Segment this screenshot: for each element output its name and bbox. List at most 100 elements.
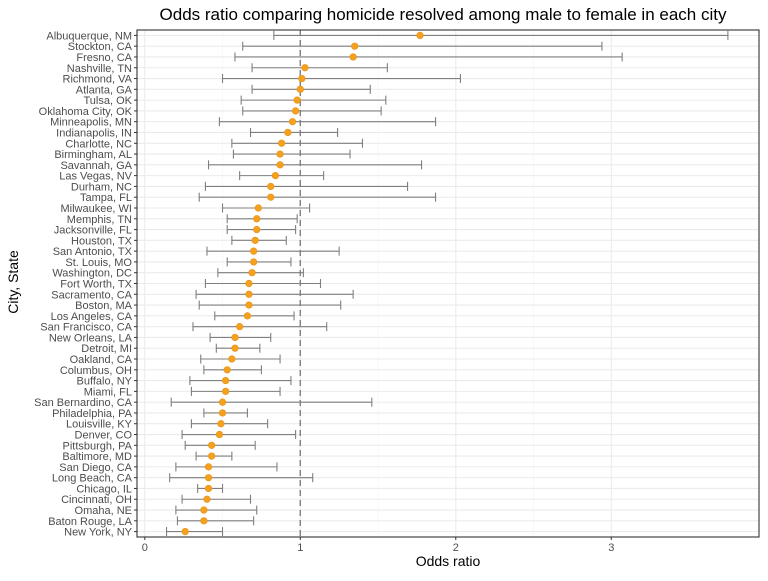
- chart-title: Odds ratio comparing homicide resolved a…: [160, 5, 727, 24]
- data-point: [248, 269, 256, 277]
- y-tick-label: Stockton, CA: [68, 41, 133, 53]
- y-tick-label: San Francisco, CA: [40, 322, 132, 334]
- y-tick-label: Savannah, GA: [60, 160, 132, 172]
- y-tick-label: Atlanta, GA: [76, 84, 133, 96]
- data-point: [267, 193, 275, 201]
- y-tick-label: Miami, FL: [84, 386, 132, 398]
- y-tick-label: San Diego, CA: [59, 462, 132, 474]
- data-point: [245, 279, 253, 288]
- error-bar: [221, 203, 311, 213]
- data-point: [271, 172, 279, 180]
- data-point: [288, 118, 297, 126]
- y-tick-label: New York, NY: [64, 527, 133, 539]
- data-point: [181, 528, 189, 536]
- y-tick-label: Boston, MA: [75, 300, 133, 312]
- data-point: [228, 355, 236, 363]
- error-bar: [176, 516, 255, 526]
- data-point: [250, 247, 258, 255]
- error-bar: [234, 52, 623, 62]
- y-tick-label: New Orleans, LA: [49, 332, 133, 344]
- error-bar: [273, 30, 729, 40]
- y-tick-label: Tampa, FL: [80, 192, 132, 204]
- y-tick-label: Denver, CO: [75, 430, 133, 442]
- data-point: [349, 53, 357, 61]
- x-tick-label: 1: [297, 542, 303, 554]
- error-bar: [232, 149, 351, 159]
- data-point: [222, 376, 230, 385]
- y-tick-label: Chicago, IL: [76, 483, 132, 495]
- data-point: [218, 398, 227, 406]
- error-bar: [181, 494, 252, 504]
- error-bar: [251, 84, 371, 94]
- error-bar: [204, 181, 409, 191]
- error-bar: [231, 235, 287, 245]
- y-tick-label: Las Vegas, NV: [59, 171, 132, 183]
- data-point: [253, 225, 261, 234]
- data-point: [276, 150, 284, 158]
- data-point: [204, 484, 213, 493]
- error-bar: [170, 397, 373, 407]
- error-bar: [207, 160, 423, 170]
- y-tick-label: Albuquerque, NM: [46, 30, 132, 42]
- data-point: [284, 128, 292, 137]
- y-tick-label: Omaha, NE: [75, 505, 132, 517]
- data-point: [298, 74, 306, 83]
- y-tick-label: Los Angeles, CA: [51, 311, 133, 323]
- data-point: [301, 64, 309, 72]
- y-tick-label: Philadelphia, PA: [52, 408, 133, 420]
- error-bar: [249, 127, 339, 137]
- error-bar: [221, 74, 461, 84]
- y-tick-label: Long Beach, CA: [52, 473, 133, 485]
- error-bar: [198, 192, 437, 202]
- data-point: [204, 463, 213, 471]
- error-bar: [242, 41, 603, 51]
- error-bar: [226, 257, 292, 267]
- y-tick-label: Memphis, TN: [67, 214, 132, 226]
- data-point: [204, 474, 213, 482]
- error-bar: [214, 311, 295, 321]
- data-point: [218, 409, 227, 417]
- y-tick-label: San Bernardino, CA: [34, 397, 132, 409]
- y-tick-label: Baton Rouge, LA: [48, 516, 132, 528]
- error-bar: [251, 63, 388, 73]
- y-tick-label: Houston, TX: [71, 235, 133, 247]
- error-bar: [192, 322, 328, 332]
- data-point: [203, 495, 211, 503]
- y-tick-label: Sacramento, CA: [51, 289, 132, 301]
- error-bar: [189, 376, 292, 386]
- error-bar: [204, 279, 322, 288]
- data-point: [208, 441, 216, 449]
- y-tick-label: Pittsburgh, PA: [63, 440, 133, 452]
- data-point: [208, 452, 216, 460]
- data-point: [200, 506, 208, 514]
- error-bar: [226, 214, 298, 224]
- y-tick-label: St. Louis, MO: [65, 257, 132, 269]
- y-tick-label: Louisville, KY: [66, 419, 133, 431]
- error-bar: [206, 246, 340, 256]
- y-tick-label: Fresno, CA: [76, 52, 132, 64]
- error-bars: [165, 30, 729, 537]
- error-bar: [217, 268, 304, 278]
- data-point: [296, 85, 304, 93]
- y-tick-label: Indianapolis, IN: [56, 127, 132, 139]
- error-bar: [218, 117, 437, 127]
- data-point: [231, 344, 239, 352]
- odds-ratio-points: [181, 31, 424, 536]
- error-bar: [169, 473, 314, 483]
- y-tick-label: Oklahoma City, OK: [39, 106, 133, 118]
- data-point: [276, 161, 284, 169]
- error-bar: [190, 419, 269, 429]
- y-tick-label: Columbus, OH: [60, 365, 132, 377]
- error-bar: [203, 365, 262, 375]
- x-axis-ticks: 0 1 2 3: [142, 537, 614, 554]
- data-point: [292, 107, 300, 115]
- data-point: [278, 139, 286, 147]
- y-tick-label: Fort Worth, TX: [60, 279, 132, 291]
- x-tick-label: 2: [453, 542, 459, 554]
- y-tick-label: Tulsa, OK: [84, 95, 133, 107]
- error-bar: [181, 430, 297, 440]
- error-bar: [231, 138, 364, 148]
- data-point: [245, 301, 253, 309]
- data-point: [293, 96, 301, 104]
